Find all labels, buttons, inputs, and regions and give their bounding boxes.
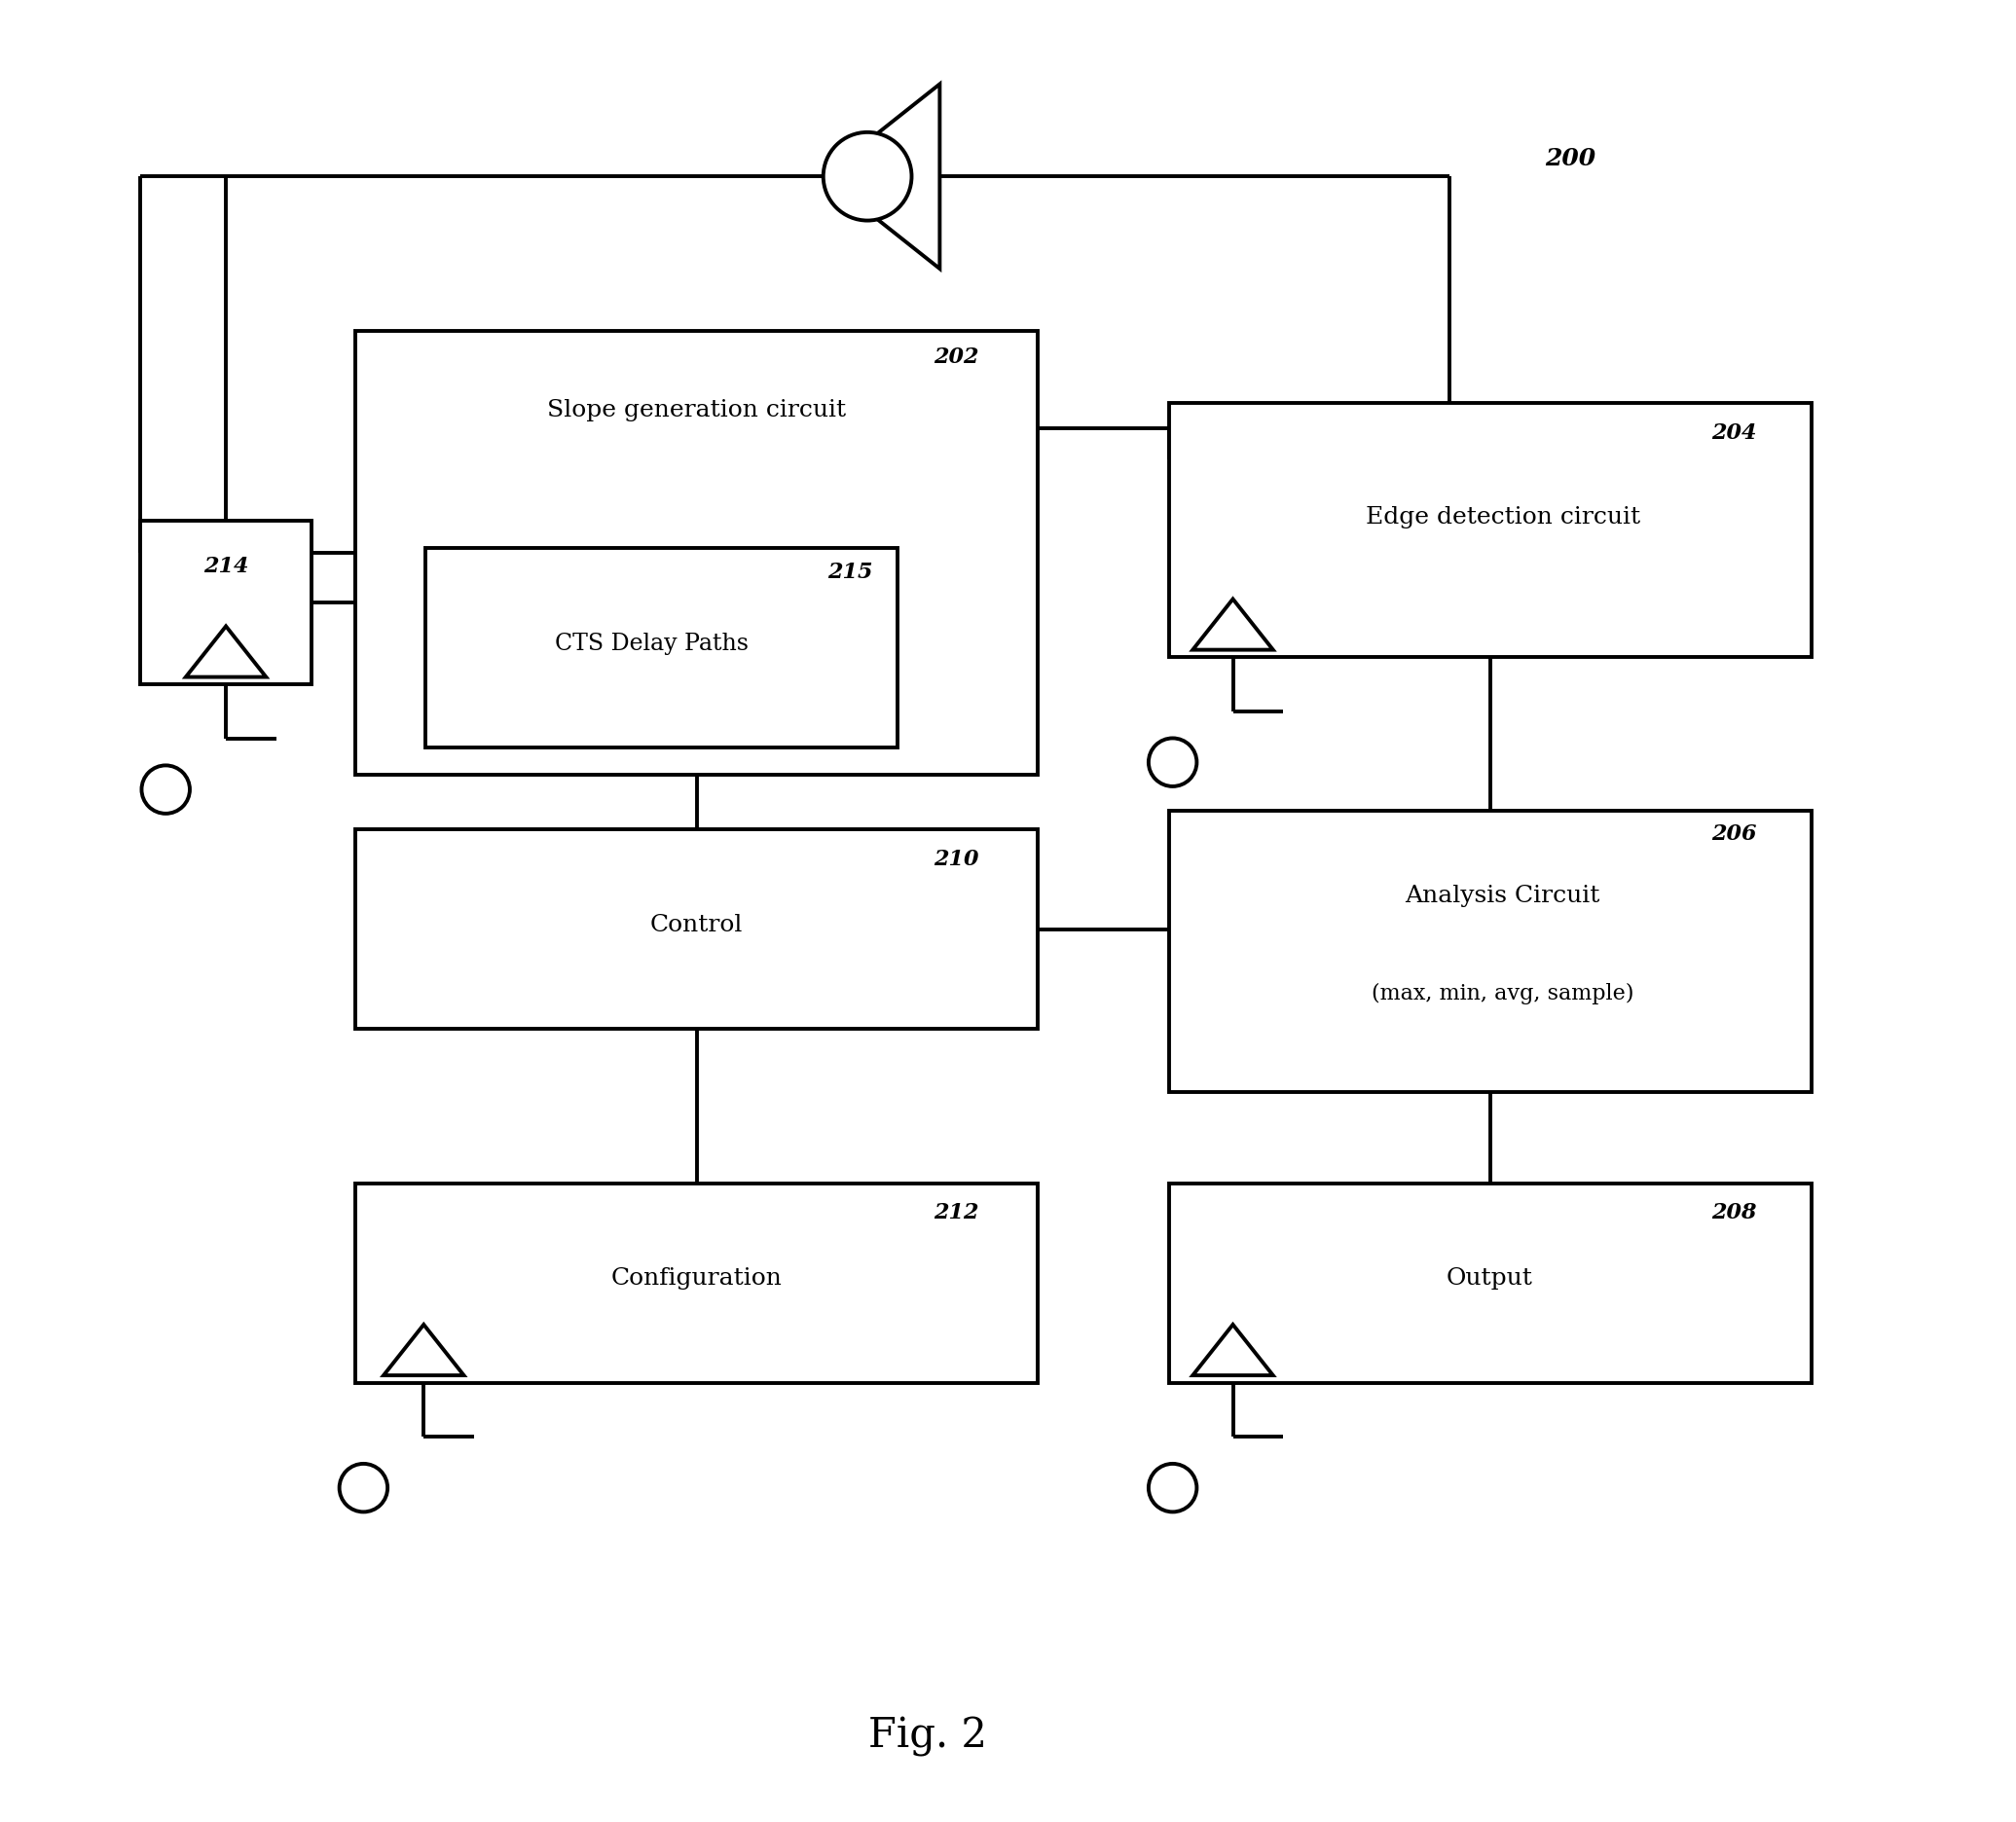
Text: Analysis Circuit: Analysis Circuit (1405, 884, 1601, 907)
Text: 210: 210 (933, 849, 980, 871)
Bar (355, 1182, 1038, 1383)
Polygon shape (823, 84, 939, 268)
Bar (1169, 811, 1810, 1093)
Polygon shape (185, 627, 266, 678)
Bar (1169, 1182, 1810, 1383)
Text: 206: 206 (1712, 824, 1756, 844)
Text: 212: 212 (933, 1203, 980, 1224)
Ellipse shape (141, 765, 190, 814)
Text: 200: 200 (1544, 146, 1595, 169)
Text: Control: Control (651, 915, 744, 937)
Text: 215: 215 (829, 561, 873, 583)
Bar (355, 829, 1038, 1029)
Bar (1169, 403, 1810, 658)
Polygon shape (1193, 1325, 1272, 1376)
Text: 214: 214 (204, 556, 248, 578)
Polygon shape (383, 1325, 464, 1376)
Text: Slope generation circuit: Slope generation circuit (546, 399, 847, 421)
Ellipse shape (1149, 1463, 1198, 1512)
Text: (max, min, avg, sample): (max, min, avg, sample) (1371, 984, 1633, 1004)
Text: 204: 204 (1712, 423, 1756, 445)
Bar (141, 521, 310, 685)
Text: Fig. 2: Fig. 2 (869, 1716, 988, 1756)
Ellipse shape (339, 1463, 387, 1512)
Text: CTS Delay Paths: CTS Delay Paths (554, 632, 750, 656)
Ellipse shape (823, 133, 911, 220)
Polygon shape (1193, 599, 1272, 650)
Text: 202: 202 (933, 346, 980, 368)
Text: 208: 208 (1712, 1203, 1756, 1224)
Bar (425, 548, 897, 747)
Text: Configuration: Configuration (611, 1268, 782, 1290)
Bar (355, 330, 1038, 774)
Text: Edge detection circuit: Edge detection circuit (1365, 507, 1641, 528)
Ellipse shape (1149, 738, 1198, 787)
Text: Output: Output (1447, 1268, 1532, 1290)
